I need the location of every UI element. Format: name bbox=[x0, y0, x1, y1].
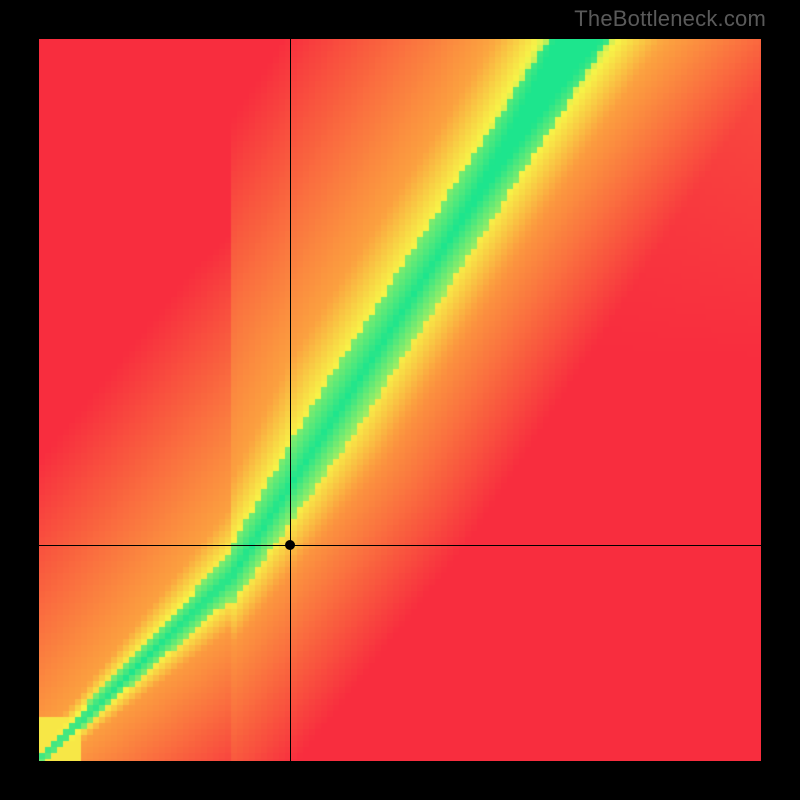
watermark-label: TheBottleneck.com bbox=[574, 6, 766, 32]
crosshair-horizontal bbox=[39, 545, 761, 546]
marker-dot bbox=[285, 540, 295, 550]
heatmap-plot bbox=[39, 39, 761, 761]
page-container: TheBottleneck.com bbox=[0, 0, 800, 800]
heatmap-canvas bbox=[39, 39, 761, 761]
crosshair-vertical bbox=[290, 39, 291, 761]
